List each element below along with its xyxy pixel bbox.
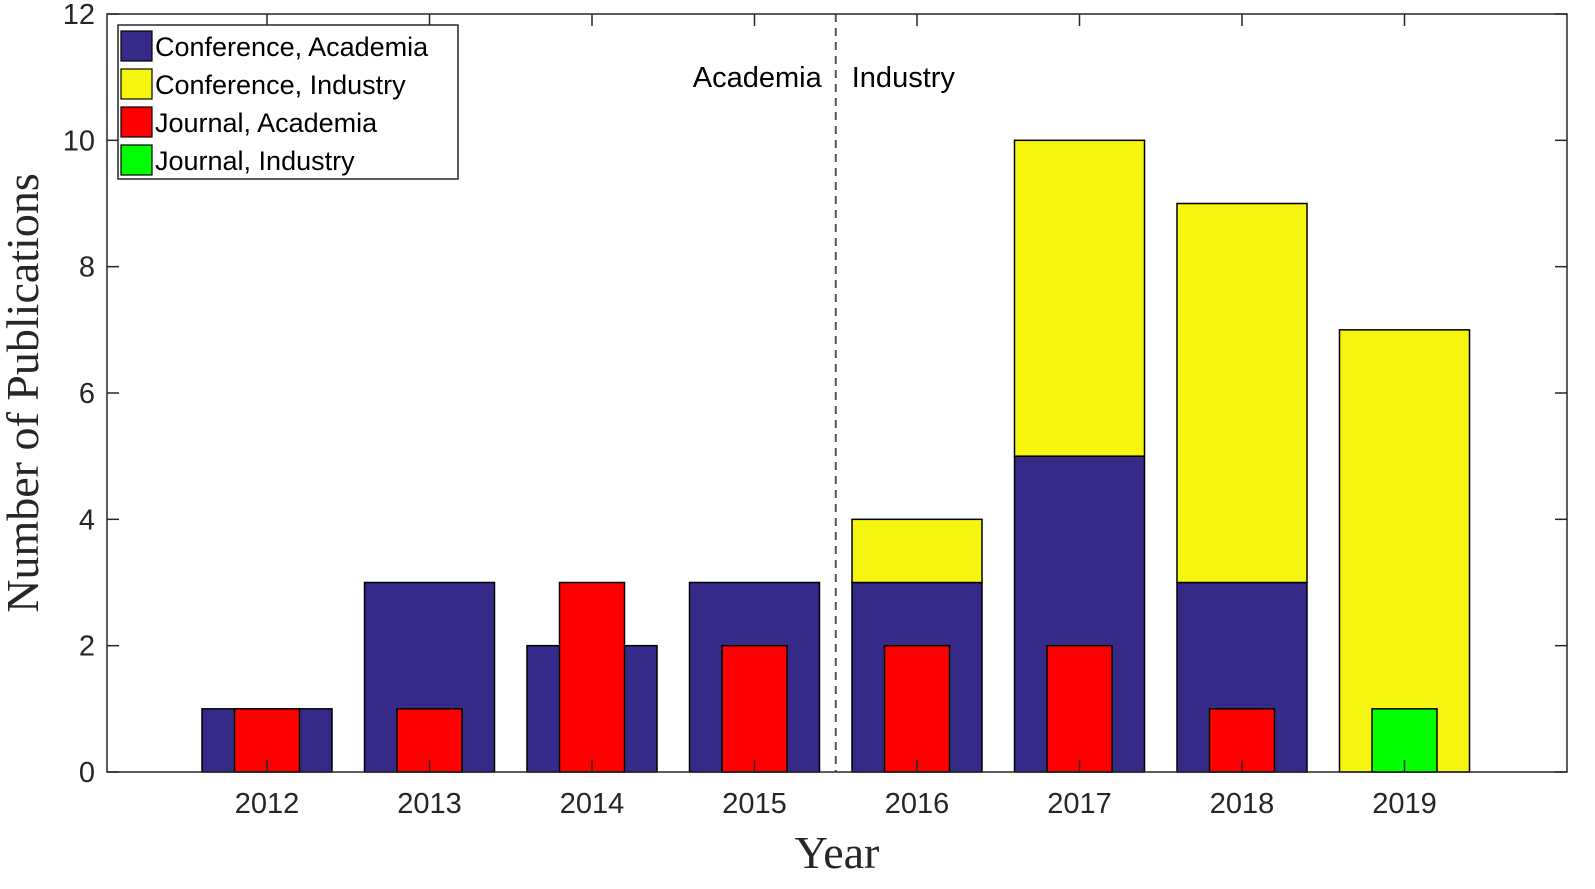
- y-tick-label: 8: [79, 252, 95, 284]
- x-tick-label-2012: 2012: [235, 788, 300, 820]
- legend-swatch-conf-academia: [120, 30, 153, 62]
- y-tick-label: 0: [79, 757, 95, 789]
- x-tick-label-2018: 2018: [1210, 788, 1275, 820]
- annotation-academia: Academia: [693, 62, 823, 94]
- bar-journal-academia-2014: [558, 581, 626, 773]
- legend-label-journal-industry: Journal, Industry: [155, 146, 355, 176]
- axes-layer: 0 2 4 6 8 10 12 2012 2013 2014 2015 2016 2017 2018 201…: [63, 0, 1568, 820]
- legend-label-conf-industry: Conference, Industry: [155, 70, 406, 100]
- bar-journal-academia-2017: [1046, 644, 1113, 773]
- bar-conf-industry-2018: [1176, 202, 1308, 584]
- x-tick-label-2014: 2014: [560, 788, 625, 820]
- bar-journal-academia-2016: [883, 644, 951, 773]
- legend-swatch-journal-industry: [120, 144, 153, 176]
- y-tick-label: 4: [79, 504, 95, 536]
- bar-conf-industry-2017: [1013, 139, 1146, 457]
- y-tick-label: 6: [79, 378, 95, 410]
- x-tick-label-2017: 2017: [1047, 788, 1112, 820]
- legend-box: [117, 24, 459, 180]
- legend-swatch-journal-academia: [120, 106, 153, 138]
- x-tick-label-2013: 2013: [397, 788, 462, 820]
- bars-layer: [201, 139, 1471, 773]
- y-tick-label: 10: [63, 125, 95, 157]
- x-axis-title: Year: [795, 827, 880, 878]
- legend: Conference, Academia Conference, Industry…: [117, 24, 459, 180]
- legend-label-conf-academia: Conference, Academia: [155, 32, 429, 62]
- legend-swatch-conf-industry: [120, 68, 153, 100]
- x-tick-label-2019: 2019: [1372, 788, 1437, 820]
- bar-conf-industry-2016: [851, 518, 983, 584]
- x-tick-label-2015: 2015: [722, 788, 787, 820]
- annotation-industry: Industry: [852, 62, 956, 94]
- bar-conf-industry-2019: [1338, 329, 1471, 773]
- x-tick-label-2016: 2016: [885, 788, 950, 820]
- y-tick-label: 12: [63, 0, 95, 31]
- y-axis-title: Number of Publications: [0, 173, 48, 613]
- legend-label-journal-academia: Journal, Academia: [155, 108, 378, 138]
- y-tick-label: 2: [79, 631, 95, 663]
- bar-journal-academia-2015: [721, 644, 788, 773]
